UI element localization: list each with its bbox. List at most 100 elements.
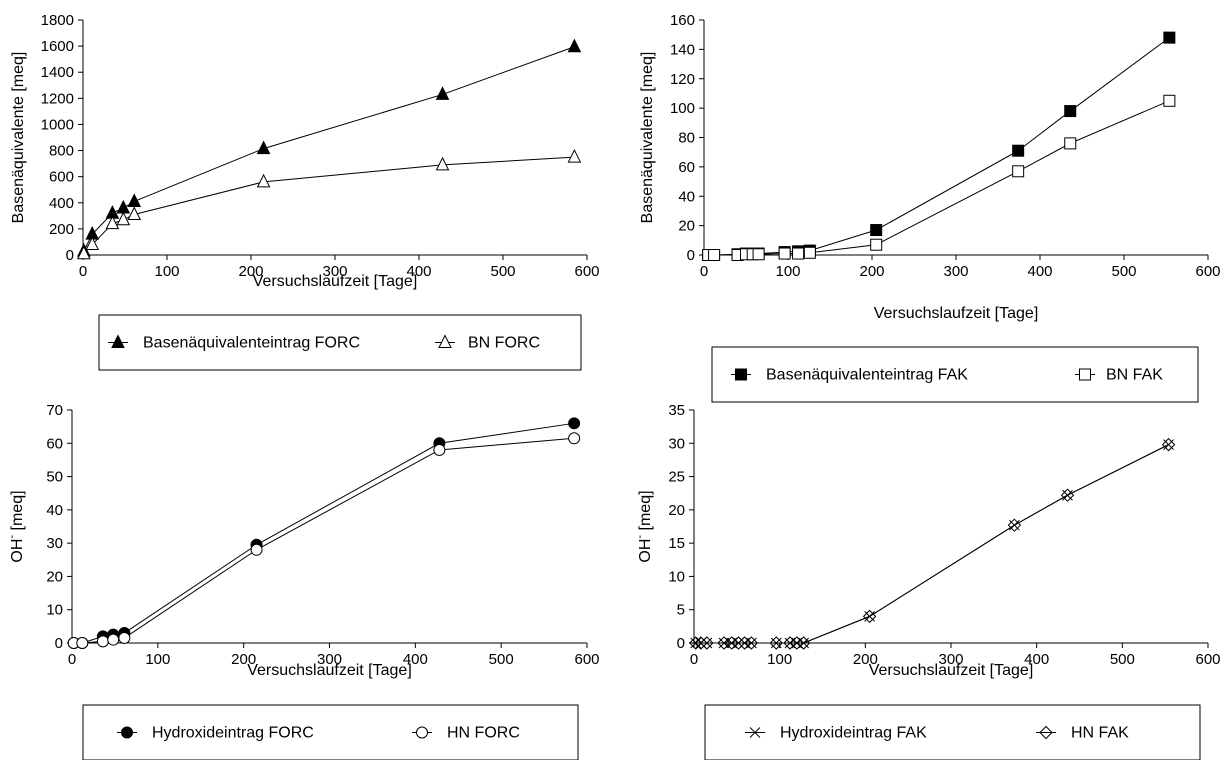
data-point — [250, 543, 263, 556]
y-tick-label: 35 — [668, 402, 685, 419]
data-point — [1064, 105, 1077, 118]
legend: Hydroxideintrag FAK HN FAK — [704, 704, 1201, 761]
data-point — [105, 215, 120, 230]
legend-label: Hydroxideintrag FORC — [152, 725, 314, 742]
y-tick-label: 50 — [46, 469, 63, 486]
y-tick-label: 100 — [670, 100, 695, 117]
x-tick-label: 500 — [1111, 263, 1136, 280]
x-tick-label: 500 — [1110, 651, 1135, 668]
x-tick-label: 200 — [859, 263, 884, 280]
y-tick-label: 40 — [678, 188, 695, 205]
data-point — [700, 636, 714, 650]
x-tick-label: 500 — [490, 263, 515, 280]
x-tick-label: 400 — [1027, 263, 1052, 280]
data-point — [433, 443, 446, 456]
y-tick-label: 0 — [66, 247, 74, 264]
y-tick-label: 20 — [46, 568, 63, 585]
y-tick-label: 25 — [668, 469, 685, 486]
x-tick-label: 300 — [943, 263, 968, 280]
y-tick-label: 1000 — [41, 116, 74, 133]
data-point — [790, 636, 804, 650]
data-point — [1064, 137, 1077, 150]
data-point — [1161, 437, 1176, 452]
data-point — [127, 193, 142, 207]
data-point — [708, 249, 721, 261]
x-tick-label: 200 — [231, 651, 256, 668]
y-tick-label: 15 — [668, 535, 685, 552]
data-point — [744, 636, 759, 650]
data-point — [256, 140, 271, 155]
legend: Basenäquivalenteintrag FAK BN FAK — [711, 346, 1199, 403]
data-point — [76, 637, 89, 649]
y-axis-title-sup: - — [6, 535, 18, 539]
x-tick-label: 300 — [938, 651, 963, 668]
y-tick-label: 140 — [670, 41, 695, 58]
x-tick-label: 100 — [145, 651, 170, 668]
x-tick-label: 100 — [775, 263, 800, 280]
data-point — [796, 636, 811, 650]
data-point — [1007, 518, 1022, 532]
data-point — [77, 245, 91, 260]
y-tick-label: 70 — [46, 402, 63, 419]
y-axis-title: OH- [meq] — [634, 490, 654, 562]
data-point — [567, 38, 582, 53]
y-tick-label: 60 — [46, 435, 63, 452]
x-tick-label: 0 — [79, 263, 87, 280]
y-axis-title-sup: - — [634, 535, 646, 539]
y-tick-label: 80 — [678, 130, 695, 147]
series-line-1 — [695, 444, 1169, 644]
x-tick-label: 100 — [154, 263, 179, 280]
chart-panel-2: 0 100 200 300 400 500 600 0 20 40 60 80 100 120 140 160… — [639, 12, 1221, 403]
data-point — [116, 211, 131, 226]
legend-box — [82, 704, 579, 761]
x-tick-label: 200 — [238, 263, 263, 280]
chart-panel-3: 0 100 200 300 400 500 600 0 10 20 30 40 50 60 70 Versuc… — [6, 402, 600, 761]
series-line-2 — [695, 444, 1169, 644]
data-point — [435, 86, 450, 100]
y-axis-title-unit: [meq] — [637, 490, 654, 534]
legend-marker — [111, 334, 125, 348]
y-axis-title-main: OH — [637, 539, 654, 563]
legend-marker — [749, 727, 761, 738]
legend-label: HN FORC — [447, 725, 520, 742]
y-tick-label: 1200 — [41, 90, 74, 107]
series-line-2 — [73, 437, 575, 644]
series-line-2 — [83, 156, 575, 255]
data-point — [256, 173, 271, 188]
x-tick-label: 400 — [403, 651, 428, 668]
y-tick-label: 30 — [668, 435, 685, 452]
x-tick-label: 500 — [489, 651, 514, 668]
series-line-1 — [73, 422, 575, 644]
data-point — [803, 246, 816, 259]
data-point — [694, 636, 708, 650]
y-tick-label: 160 — [670, 12, 695, 29]
y-tick-label: 10 — [46, 602, 63, 619]
data-point — [752, 248, 765, 261]
data-point — [783, 636, 797, 650]
data-point — [85, 236, 100, 251]
data-point — [870, 224, 883, 237]
x-tick-label: 600 — [1195, 263, 1220, 280]
data-point — [568, 432, 581, 445]
y-tick-label: 10 — [668, 568, 685, 585]
x-tick-label: 300 — [317, 651, 342, 668]
data-point — [127, 206, 142, 221]
legend-label: Basenäquivalenteintrag FORC — [143, 335, 360, 352]
y-tick-label: 20 — [678, 218, 695, 235]
legend: Basenäquivalenteintrag FORC BN FORC — [98, 314, 582, 371]
y-tick-label: 0 — [55, 635, 63, 652]
data-point — [118, 632, 131, 645]
legend-label: Basenäquivalenteintrag FAK — [766, 367, 968, 384]
y-axis-title: Basenäquivalente [meq] — [10, 52, 27, 224]
data-point — [731, 636, 746, 650]
data-point — [778, 247, 791, 260]
x-tick-label: 600 — [574, 651, 599, 668]
x-tick-label: 600 — [1195, 651, 1220, 668]
x-axis-title: Versuchslaufzeit [Tage] — [253, 273, 418, 290]
x-tick-label: 400 — [406, 263, 431, 280]
y-axis-title: OH- [meq] — [6, 490, 26, 562]
legend-box — [711, 346, 1199, 403]
x-axis-title: Versuchslaufzeit [Tage] — [247, 662, 412, 679]
data-point — [96, 635, 109, 648]
